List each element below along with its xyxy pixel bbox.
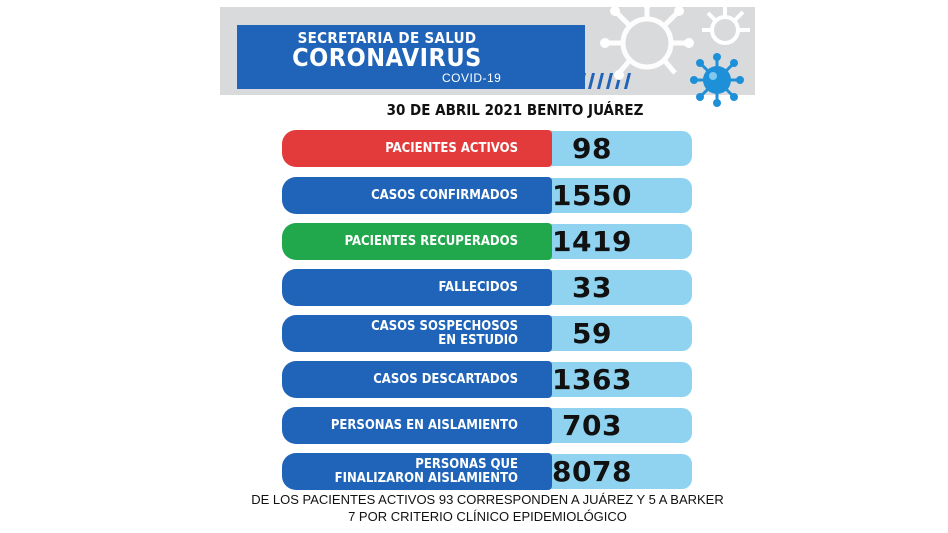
footnote-line-2: 7 POR CRITERIO CLÍNICO EPIDEMIOLÓGICO (348, 509, 627, 524)
stat-label-line-2: EN ESTUDIO (438, 332, 518, 348)
stat-row: 33 FALLECIDOS (282, 269, 694, 306)
stat-label-box: PACIENTES ACTIVOS (282, 130, 552, 167)
stat-label: CASOS SOSPECHOSOS EN ESTUDIO (371, 318, 518, 348)
stat-label-box: FALLECIDOS (282, 269, 552, 306)
stat-value: 703 (562, 409, 622, 442)
stat-label: PACIENTES RECUPERADOS (344, 233, 518, 249)
stat-label-box: PACIENTES RECUPERADOS (282, 223, 552, 260)
stat-label-line-1: PERSONAS EN AISLAMIENTO (330, 417, 518, 433)
footnote-line-1: DE LOS PACIENTES ACTIVOS 93 CORRESPONDEN… (251, 492, 724, 507)
stat-value: 1419 (552, 225, 632, 258)
stat-label: PERSONAS QUE FINALIZARON AISLAMIENTO (334, 456, 518, 486)
stat-row: 8078 PERSONAS QUE FINALIZARON AISLAMIENTO (282, 453, 694, 490)
stat-label-line-1: CASOS CONFIRMADOS (371, 187, 518, 203)
stat-label-line-1: PERSONAS QUE (415, 456, 518, 472)
stat-value: 33 (572, 271, 612, 304)
stat-label: FALLECIDOS (438, 279, 518, 295)
stat-value: 8078 (552, 455, 632, 488)
header-secretaria-label: SECRETARIA DE SALUD (297, 29, 477, 47)
stat-label: CASOS DESCARTADOS (373, 371, 518, 387)
stat-label-box: CASOS DESCARTADOS (282, 361, 552, 398)
stat-label-line-1: CASOS DESCARTADOS (373, 371, 518, 387)
stat-value: 98 (572, 132, 612, 165)
stat-row: 1419 PACIENTES RECUPERADOS (282, 223, 694, 260)
stat-label: PACIENTES ACTIVOS (385, 140, 518, 156)
stat-label-box: PERSONAS QUE FINALIZARON AISLAMIENTO (282, 453, 552, 490)
stat-row: 1550 CASOS CONFIRMADOS (282, 177, 694, 214)
infographic-poster: SECRETARIA DE SALUD CORONAVIRUS COVID-19 (220, 5, 755, 533)
header-title-box: SECRETARIA DE SALUD CORONAVIRUS COVID-19 (237, 25, 585, 89)
stat-value: 1363 (552, 363, 632, 396)
stat-value: 59 (572, 317, 612, 350)
stat-label-line-1: CASOS SOSPECHOSOS (371, 318, 518, 334)
stat-label: CASOS CONFIRMADOS (371, 187, 518, 203)
header-coronavirus-title: CORONAVIRUS (292, 43, 482, 72)
stat-row: 703 PERSONAS EN AISLAMIENTO (282, 407, 694, 444)
report-date: 30 DE ABRIL 2021 BENITO JUÁREZ (386, 101, 644, 119)
stat-label-line-1: FALLECIDOS (438, 279, 518, 295)
stat-row: 98 PACIENTES ACTIVOS (282, 130, 694, 167)
stat-label-box: PERSONAS EN AISLAMIENTO (282, 407, 552, 444)
stat-row: 59 CASOS SOSPECHOSOS EN ESTUDIO (282, 315, 694, 352)
stat-label-line-1: PACIENTES RECUPERADOS (344, 233, 518, 249)
stat-label-line-1: PACIENTES ACTIVOS (385, 140, 518, 156)
stat-value-box: 33 (522, 270, 692, 305)
stat-row: 1363 CASOS DESCARTADOS (282, 361, 694, 398)
virus-icon (600, 5, 750, 107)
stat-label-line-2: FINALIZARON AISLAMIENTO (334, 470, 518, 486)
stat-label-box: CASOS CONFIRMADOS (282, 177, 552, 214)
stat-label-box: CASOS SOSPECHOSOS EN ESTUDIO (282, 315, 552, 352)
header-covid-label: COVID-19 (442, 71, 502, 85)
stat-value: 1550 (552, 179, 632, 212)
stat-label: PERSONAS EN AISLAMIENTO (330, 417, 518, 433)
footnote: DE LOS PACIENTES ACTIVOS 93 CORRESPONDEN… (220, 491, 755, 525)
